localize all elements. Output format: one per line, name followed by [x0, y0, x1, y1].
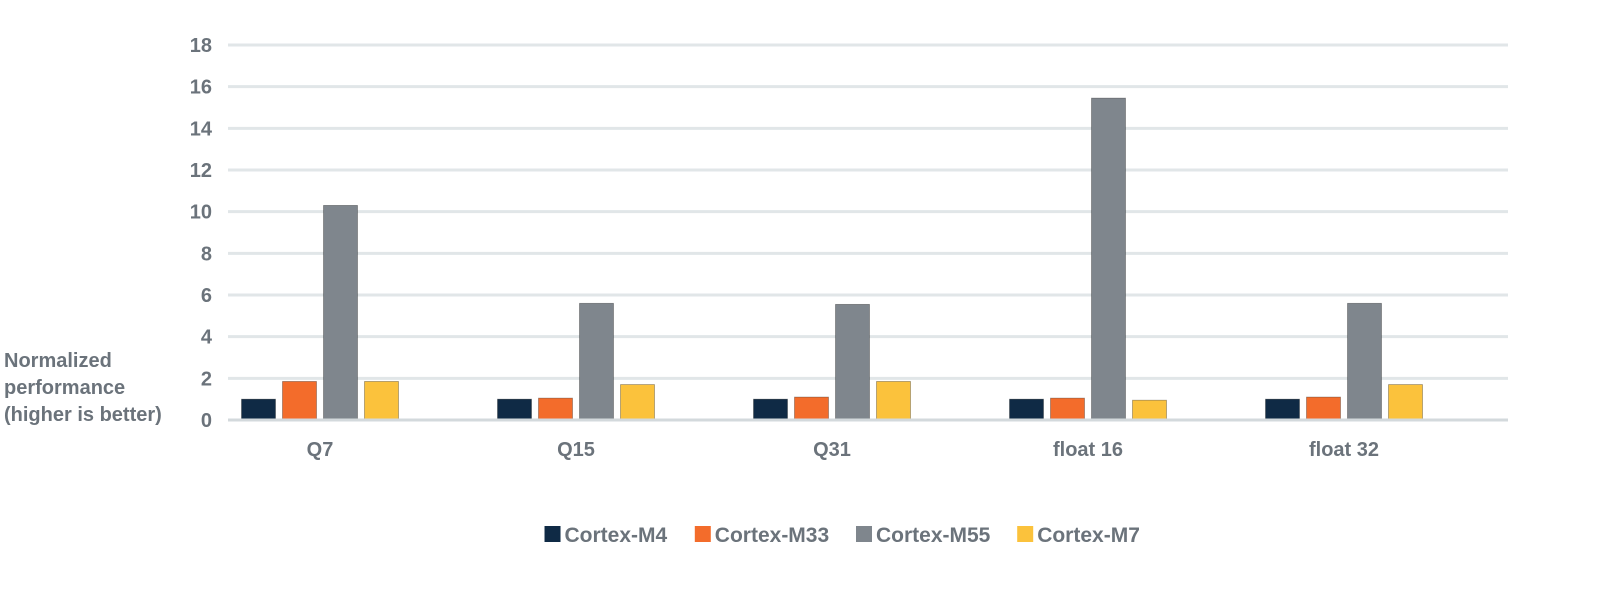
legend-swatch-cortex-m55 — [856, 526, 872, 542]
x-tick-label: Q15 — [557, 439, 595, 461]
bar-cortex-m33 — [538, 397, 573, 421]
bar-cortex-m4 — [753, 398, 788, 421]
legend-swatch-cortex-m4 — [544, 526, 561, 542]
bar-cortex-m55 — [323, 205, 358, 421]
bar-cortex-m55 — [1091, 97, 1126, 421]
legend-label: Cortex-M33 — [715, 524, 829, 547]
y-axis-label-line: performance — [4, 377, 126, 399]
x-tick-label: float 32 — [1309, 439, 1379, 461]
y-tick-label: 6 — [201, 285, 212, 307]
y-tick-label: 10 — [190, 202, 212, 224]
y-axis-label-line: Normalized — [4, 350, 112, 372]
y-tick-label: 2 — [201, 368, 212, 390]
bar-cortex-m55 — [1347, 302, 1382, 421]
bar-cortex-m4 — [241, 398, 276, 421]
legend-label: Cortex-M7 — [1037, 524, 1140, 547]
x-tick-label: Q7 — [307, 439, 334, 461]
bar-cortex-m4 — [1009, 398, 1044, 421]
legend-label: Cortex-M4 — [565, 524, 668, 547]
bar-cortex-m7 — [364, 381, 399, 421]
y-tick-label: 12 — [190, 160, 212, 182]
legend-label: Cortex-M55 — [876, 524, 991, 547]
bar-cortex-m7 — [1388, 384, 1423, 421]
bar-cortex-m33 — [794, 396, 829, 421]
y-tick-label: 14 — [190, 118, 213, 140]
y-axis-label-line: (higher is better) — [4, 404, 162, 426]
bar-cortex-m7 — [1132, 399, 1167, 421]
legend-swatch-cortex-m33 — [694, 526, 711, 542]
bar-cortex-m4 — [1265, 398, 1300, 421]
y-axis-label: Normalized performance (higher is better… — [4, 348, 162, 429]
y-tick-label: 18 — [190, 35, 212, 57]
bar-cortex-m4 — [497, 398, 532, 421]
x-tick-label: float 16 — [1053, 439, 1123, 461]
y-tick-label: 16 — [190, 77, 212, 99]
bar-cortex-m7 — [876, 381, 911, 421]
bar-cortex-m55 — [579, 302, 614, 421]
x-tick-label: Q31 — [813, 439, 851, 461]
y-tick-label: 0 — [201, 410, 212, 432]
legend-swatch-cortex-m7 — [1017, 526, 1034, 542]
y-tick-label: 4 — [201, 327, 213, 349]
bar-cortex-m33 — [1306, 396, 1341, 421]
bar-cortex-m7 — [620, 384, 655, 421]
bar-cortex-m55 — [835, 303, 870, 421]
bar-cortex-m33 — [1050, 397, 1085, 421]
y-tick-label: 8 — [201, 243, 212, 265]
bar-cortex-m33 — [282, 381, 317, 421]
